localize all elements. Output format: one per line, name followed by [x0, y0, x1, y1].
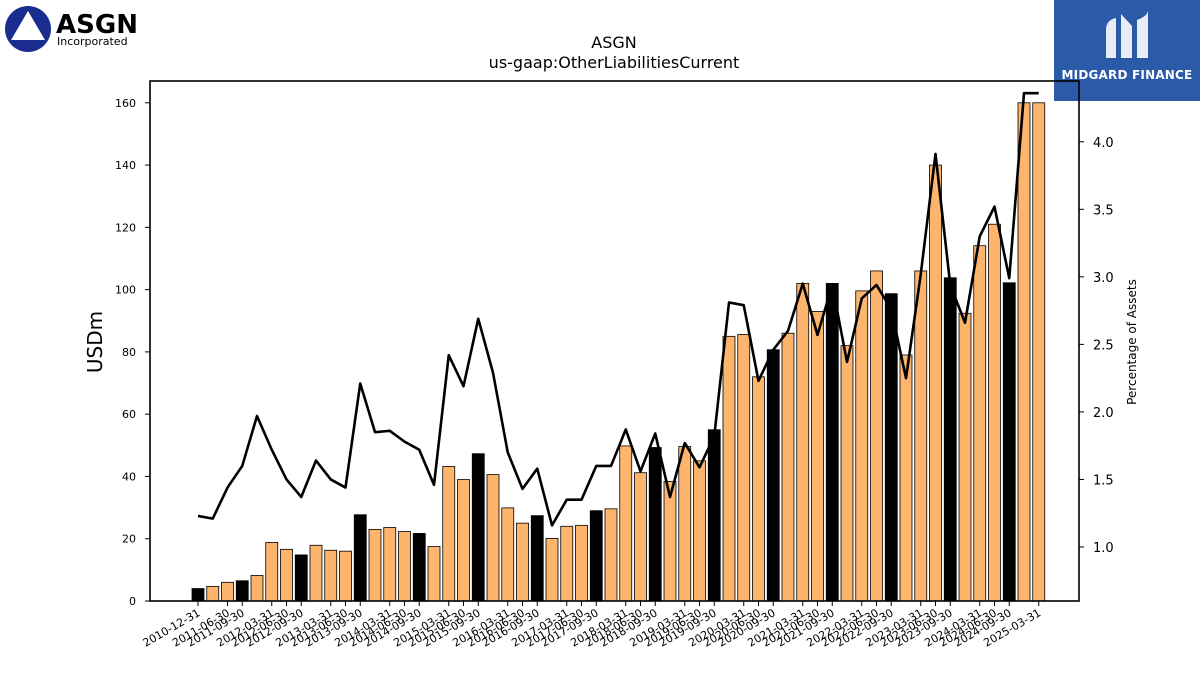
bar [811, 311, 824, 602]
bar [339, 550, 352, 602]
bar [280, 548, 293, 602]
bar [457, 479, 470, 602]
bar [604, 508, 618, 602]
bar [235, 580, 249, 602]
y-tick-label: 40 [122, 470, 136, 483]
bar [663, 481, 677, 602]
bar [973, 245, 987, 602]
bar [398, 531, 411, 602]
bar [678, 446, 692, 602]
bar [265, 542, 279, 602]
company-logo: ASGN Incorporated [4, 4, 144, 54]
brand-name: MIDGARD FINANCE [1061, 68, 1193, 82]
bar [368, 528, 382, 602]
chart-subtitle: us-gaap:OtherLiabilitiesCurrent [489, 53, 740, 72]
y-tick-label: 0 [129, 595, 136, 608]
bar [560, 525, 574, 602]
percentage-line [197, 91, 1039, 527]
bar [899, 354, 913, 602]
y2-tick-label: 2.5 [1093, 338, 1114, 353]
logo-name: ASGN [56, 10, 138, 40]
bar [383, 527, 397, 602]
bar [619, 445, 633, 602]
bar [707, 429, 721, 602]
bar [781, 332, 795, 602]
bar [722, 335, 736, 602]
bar [206, 585, 220, 602]
bar [324, 549, 338, 602]
bar [427, 546, 441, 602]
y2-tick-label: 3.5 [1093, 203, 1114, 218]
y-tick-label: 120 [115, 221, 136, 234]
plot-frame [149, 80, 1080, 602]
logo-triangle-icon [11, 11, 45, 40]
y-tick-label: 20 [122, 533, 136, 546]
bar [988, 223, 1001, 602]
y2-tick-label: 4.0 [1093, 136, 1114, 151]
logo-subtitle: Incorporated [57, 35, 128, 48]
bar [501, 507, 515, 602]
y-tick-label: 100 [115, 284, 136, 297]
y-tick-label: 60 [122, 408, 136, 421]
bar [766, 349, 780, 602]
y-tick-label: 160 [115, 97, 136, 110]
bar [943, 277, 957, 602]
y-axis-label: USDm [83, 311, 107, 373]
bar [589, 510, 603, 602]
bar [884, 293, 898, 602]
bar [1017, 102, 1031, 602]
y2-tick-label: 2.0 [1093, 406, 1114, 421]
bar [442, 466, 456, 602]
bar [309, 544, 323, 602]
bar [471, 453, 485, 602]
bar [530, 515, 544, 602]
bar [693, 460, 706, 602]
bar [929, 164, 942, 602]
bar [855, 290, 869, 602]
y-tick-label: 80 [122, 346, 136, 359]
bar [634, 472, 647, 602]
y2-tick-label: 3.0 [1093, 271, 1114, 286]
bar [412, 533, 426, 602]
bar [1002, 282, 1016, 602]
bar [353, 514, 367, 602]
bar [486, 474, 500, 602]
bar [250, 575, 264, 602]
bar [516, 522, 529, 602]
y2-axis-label: Percentage of Assets [1125, 279, 1139, 405]
y2-tick-label: 1.0 [1093, 541, 1114, 556]
brand-badge: MIDGARD FINANCE [1054, 0, 1200, 101]
bar [825, 282, 839, 602]
y2-tick-label: 1.5 [1093, 473, 1114, 488]
bar [840, 345, 854, 602]
bar [294, 554, 308, 602]
bar [1032, 102, 1046, 602]
bar [958, 312, 972, 602]
bar [648, 447, 662, 602]
y-tick-label: 140 [115, 159, 136, 172]
bar [737, 334, 751, 602]
bar [545, 538, 559, 602]
bar [914, 270, 928, 602]
bar [575, 524, 588, 602]
chart-title: ASGN [591, 33, 636, 52]
bar [796, 282, 810, 602]
midgard-emblem-icon [1106, 10, 1148, 58]
bar [870, 270, 883, 602]
bar [752, 376, 765, 602]
bar [191, 588, 205, 602]
bar [221, 581, 234, 602]
